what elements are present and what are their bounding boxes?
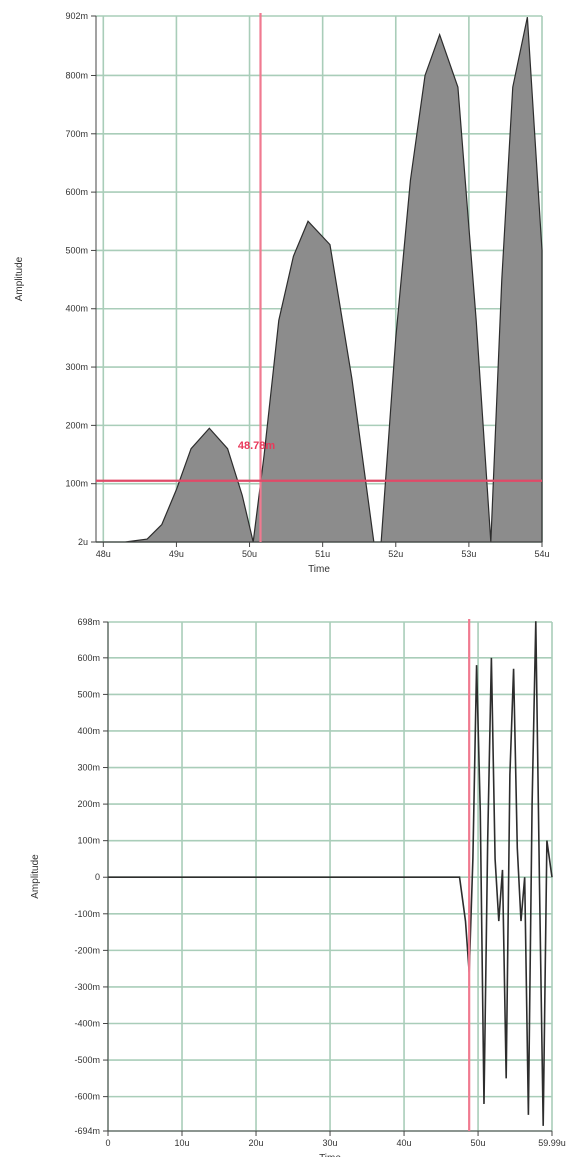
y-tick-label: 902m — [65, 11, 88, 21]
y-tick-label: 300m — [65, 362, 88, 372]
y-axis-title: Amplitude — [30, 854, 41, 899]
x-tick-label: 50u — [242, 549, 257, 559]
x-tick-label: 20u — [249, 1138, 264, 1148]
y-tick-label: 2u — [78, 537, 88, 547]
x-tick-label: 0 — [105, 1138, 110, 1148]
y-tick-label: -500m — [74, 1055, 100, 1065]
y-tick-label: 400m — [65, 304, 88, 314]
x-tick-label: 50u — [471, 1138, 486, 1148]
y-tick-label: 400m — [77, 726, 100, 736]
y-tick-label: 600m — [77, 653, 100, 663]
y-tick-label: -400m — [74, 1018, 100, 1028]
y-axis-title: Amplitude — [14, 256, 25, 301]
y-tick-label: 200m — [77, 799, 100, 809]
y-tick-label: 800m — [65, 70, 88, 80]
y-tick-label: -200m — [74, 945, 100, 955]
y-tick-label: 100m — [65, 479, 88, 489]
series-area — [96, 17, 543, 543]
y-tick-label: -694m — [74, 1126, 100, 1136]
y-tick-label: 500m — [65, 245, 88, 255]
y-tick-label: 300m — [77, 763, 100, 773]
x-tick-label: 51u — [315, 549, 330, 559]
x-tick-label: 54u — [534, 549, 549, 559]
chart-top: 2u 100m 200m 300m 400m 500m 600m 700m 800m 902m 48… — [14, 11, 550, 575]
y-tick-label: 600m — [65, 187, 88, 197]
x-tick-label: 10u — [174, 1138, 189, 1148]
x-tick-label: 40u — [397, 1138, 412, 1148]
y-tick-label: -300m — [74, 982, 100, 992]
y-tick-label: 100m — [77, 836, 100, 846]
series-line — [108, 621, 553, 1126]
x-tick-label: 52u — [388, 549, 403, 559]
x-tick-label: 59.99u — [538, 1138, 566, 1148]
y-tick-label: 200m — [65, 420, 88, 430]
chart-bottom: 698m 600m 500m 400m 300m 200m 100m 0 -100m -200m -… — [30, 617, 566, 1157]
x-tick-label: 48u — [96, 549, 111, 559]
y-tick-label: -100m — [74, 909, 100, 919]
y-tick-label: 500m — [77, 689, 100, 699]
cursor-readout: 48.78m — [238, 440, 276, 452]
x-tick-label: 53u — [461, 549, 476, 559]
x-tick-label: 30u — [323, 1138, 338, 1148]
x-axis-title: Time — [319, 1153, 341, 1157]
y-tick-label: 700m — [65, 129, 88, 139]
y-tick-label: 698m — [77, 617, 100, 627]
y-tick-label: -600m — [74, 1092, 100, 1102]
x-axis-title: Time — [308, 564, 330, 575]
y-tick-label: 0 — [95, 872, 100, 882]
x-tick-label: 49u — [169, 549, 184, 559]
